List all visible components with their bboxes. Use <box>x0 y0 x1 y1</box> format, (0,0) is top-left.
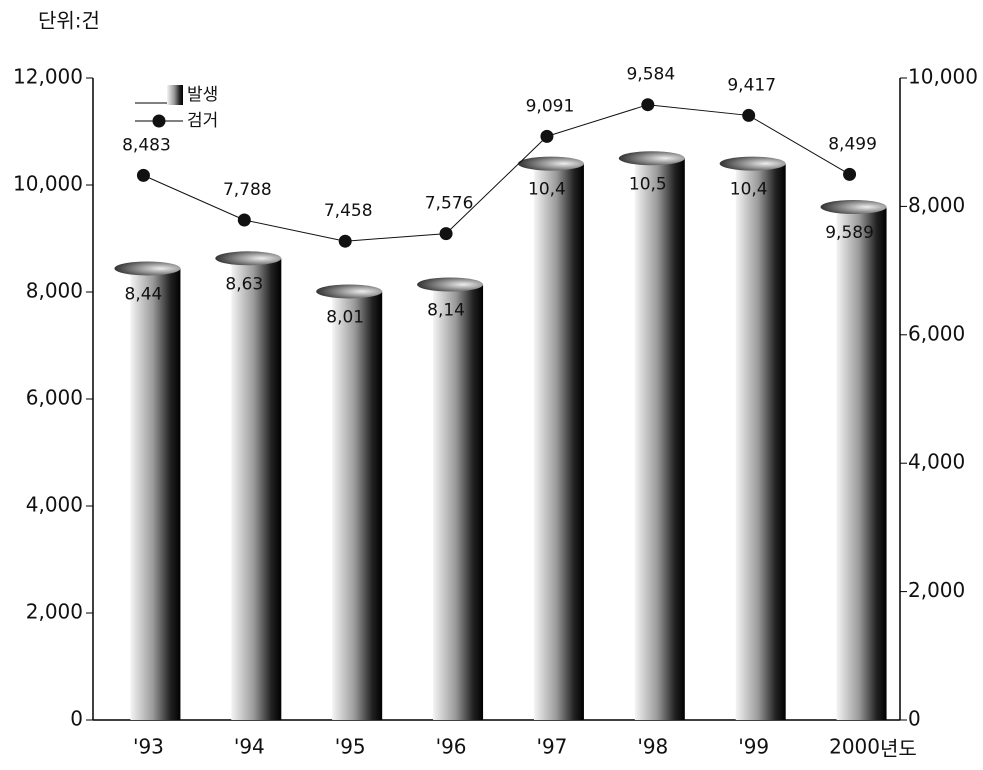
x-tick-label: '93 <box>133 735 164 759</box>
y2-tick-label: 10,000 <box>908 65 978 89</box>
y-tick-label: 4,000 <box>26 493 83 517</box>
bar-value-label: 8,63 <box>225 274 263 294</box>
y2-tick-label: 8,000 <box>908 193 965 217</box>
line-point <box>237 213 251 227</box>
bar-cap <box>820 199 887 214</box>
bar-cap <box>719 156 786 171</box>
bar <box>332 291 383 720</box>
bar <box>533 163 584 721</box>
line-value-label: 7,458 <box>324 201 373 221</box>
bar-cap <box>316 284 383 299</box>
line-point <box>742 108 756 122</box>
y2-tick-label: 2,000 <box>908 578 965 602</box>
bar-value-label: 8,01 <box>326 307 364 327</box>
legend-label: 발생 <box>187 85 218 105</box>
line-value-label: 7,576 <box>425 194 474 214</box>
y-tick-label: 12,000 <box>13 65 83 89</box>
y-tick-label: 0 <box>70 707 83 731</box>
y-tick-label: 2,000 <box>26 600 83 624</box>
x-tick-label: '99 <box>738 735 769 759</box>
legend-bar-swatch <box>167 85 183 105</box>
unit-label: 단위:건 <box>38 9 100 33</box>
bar-value-label: 10,4 <box>528 180 566 200</box>
bar-value-label: 10,4 <box>730 180 768 200</box>
line-point <box>843 167 857 181</box>
line-value-label: 8,483 <box>122 135 171 155</box>
line-value-label: 9,091 <box>526 96 575 116</box>
y2-tick-label: 0 <box>908 707 921 731</box>
line-value-label: 9,417 <box>727 75 776 95</box>
line-point <box>439 227 453 241</box>
line-value-label: 8,499 <box>828 134 877 154</box>
x-tick-label: '97 <box>536 735 567 759</box>
bar-cap <box>417 277 484 292</box>
bar-value-label: 8,14 <box>427 301 465 321</box>
line-value-label: 7,788 <box>223 180 272 200</box>
line-value-label: 9,584 <box>626 65 675 85</box>
legend-marker <box>152 114 166 128</box>
x-tick-label: '96 <box>436 735 467 759</box>
bar-value-label: 9,589 <box>825 223 874 243</box>
bar <box>735 163 786 721</box>
bar-cap <box>517 156 584 171</box>
x-axis-label: 년도 <box>880 737 917 761</box>
line <box>143 104 850 242</box>
bar <box>231 258 282 720</box>
bar <box>634 158 685 720</box>
bar-cap <box>114 261 181 276</box>
bar-cap <box>215 251 282 266</box>
y-tick-label: 6,000 <box>26 386 83 410</box>
line-point <box>338 234 352 248</box>
bar-value-label: 10,5 <box>629 174 667 194</box>
y2-tick-label: 4,000 <box>908 450 965 474</box>
x-tick-label: '94 <box>234 735 265 759</box>
line-point <box>136 168 150 182</box>
bar-cap <box>618 151 685 166</box>
x-tick-label: '98 <box>637 735 668 759</box>
legend-label: 검거 <box>187 111 218 131</box>
x-tick-label: '95 <box>335 735 366 759</box>
bar <box>836 206 887 720</box>
bar-value-label: 8,44 <box>125 284 163 304</box>
bar <box>433 284 484 720</box>
bar <box>130 268 181 720</box>
line-point <box>641 98 655 112</box>
y-tick-label: 10,000 <box>13 172 83 196</box>
x-tick-label: 2000 <box>829 735 880 759</box>
y2-tick-label: 6,000 <box>908 321 965 345</box>
y-tick-label: 8,000 <box>26 279 83 303</box>
line-point <box>540 129 554 143</box>
